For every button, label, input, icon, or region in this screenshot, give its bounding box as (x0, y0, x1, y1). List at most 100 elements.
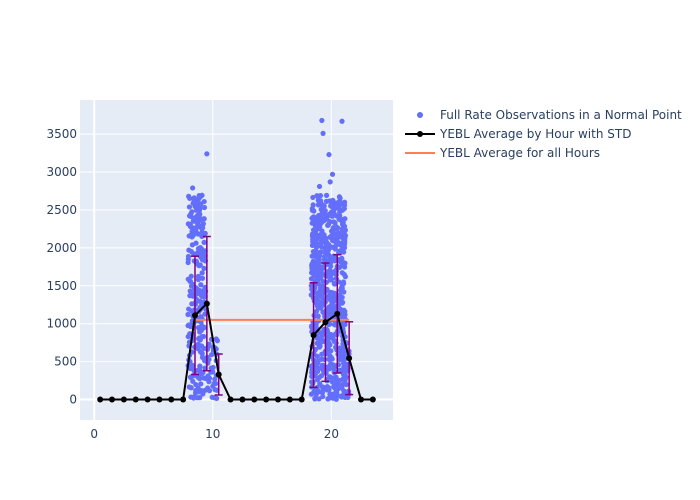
hourly-average-point (215, 371, 222, 378)
scatter-point (313, 391, 319, 398)
hourly-average-point (369, 396, 376, 403)
scatter-point (188, 248, 195, 255)
scatter-point (331, 219, 337, 225)
scatter-point (339, 247, 345, 253)
scatter-point (337, 357, 343, 363)
y-tick-label: 0 (69, 393, 77, 407)
scatter-point (320, 278, 326, 285)
hourly-average-point (346, 355, 353, 362)
scatter-point (327, 179, 333, 185)
scatter-point (186, 322, 192, 328)
scatter-point (196, 195, 202, 201)
hourly-average-point (132, 396, 139, 403)
scatter-point (339, 262, 346, 268)
scatter-point (323, 236, 329, 242)
scatter-point (329, 213, 335, 219)
hourly-average-point (156, 396, 163, 403)
legend-item[interactable]: Full Rate Observations in a Normal Point (417, 108, 682, 122)
hourly-average-series (97, 300, 376, 403)
scatter-point (315, 298, 321, 304)
scatter-point (314, 353, 320, 360)
scatter-point (310, 194, 316, 201)
scatter-point (342, 379, 348, 386)
scatter-point (322, 250, 329, 257)
scatter-point (201, 239, 207, 246)
scatter-point (339, 255, 345, 261)
legend[interactable]: Full Rate Observations in a Normal Point… (405, 108, 682, 160)
scatter-point (309, 262, 315, 269)
scatter-point (185, 311, 191, 318)
scatter-point (201, 324, 207, 331)
hourly-average-point (322, 319, 329, 326)
scatter-point (195, 336, 202, 342)
legend-label: YEBL Average by Hour with STD (439, 127, 631, 141)
scatter-point (319, 117, 325, 124)
scatter-point (311, 208, 317, 214)
scatter-point (327, 254, 334, 260)
hourly-average-point (274, 396, 281, 403)
scatter-point (198, 381, 204, 387)
scatter-point (323, 198, 330, 204)
scatter-point (318, 373, 325, 379)
hourly-average-point (168, 396, 175, 403)
scatter-point (197, 363, 203, 369)
scatter-point (331, 365, 337, 372)
scatter-point (312, 231, 318, 237)
scatter-point (208, 365, 214, 371)
scatter-point (309, 242, 316, 248)
scatter-point (336, 377, 343, 384)
scatter-point (186, 204, 193, 210)
scatter-point (315, 254, 321, 260)
legend-label: Full Rate Observations in a Normal Point (440, 108, 682, 122)
scatter-point (337, 209, 343, 215)
scatter-point (201, 198, 207, 205)
scatter-point (341, 289, 347, 295)
scatter-point (325, 212, 331, 218)
hourly-average-point (286, 396, 293, 403)
scatter-point (320, 394, 326, 400)
scatter-point (198, 254, 204, 260)
hourly-average-point (203, 300, 210, 307)
legend-item[interactable]: YEBL Average for all Hours (405, 146, 600, 160)
legend-item[interactable]: YEBL Average by Hour with STD (405, 127, 631, 141)
scatter-point (327, 361, 334, 367)
scatter-point (336, 367, 343, 373)
scatter-point (321, 207, 327, 213)
y-tick-label: 2000 (46, 241, 77, 255)
scatter-point (326, 151, 332, 158)
scatter-point (330, 227, 336, 233)
scatter-point (187, 195, 193, 201)
scatter-point (185, 333, 191, 340)
scatter-point (320, 130, 326, 136)
scatter-point (330, 335, 336, 342)
scatter-point (333, 291, 340, 297)
scatter-point (321, 203, 327, 209)
scatter-point (326, 241, 332, 248)
scatter-point (198, 291, 204, 298)
scatter-point (319, 234, 325, 240)
scatter-point (201, 265, 207, 271)
scatter-point (206, 341, 212, 347)
scatter-point (308, 270, 315, 276)
scatter-point (321, 385, 327, 391)
scatter-point (338, 298, 344, 305)
scatter-point (318, 335, 324, 341)
scatter-point (313, 244, 319, 251)
y-tick-label: 1500 (46, 279, 77, 293)
scatter-point (319, 339, 325, 345)
scatter-point (323, 192, 330, 198)
scatter-point (191, 196, 197, 202)
scatter-point (312, 236, 319, 243)
scatter-point (195, 231, 201, 237)
scatter-point (316, 259, 322, 265)
hourly-average-point (180, 396, 187, 403)
scatter-point (185, 253, 192, 260)
scatter-point (327, 374, 333, 380)
scatter-point (327, 289, 333, 295)
hourly-average-point (298, 396, 305, 403)
scatter-point (310, 248, 317, 255)
scatter-point (208, 352, 215, 358)
scatter-point (323, 370, 329, 376)
scatter-point (326, 275, 333, 281)
